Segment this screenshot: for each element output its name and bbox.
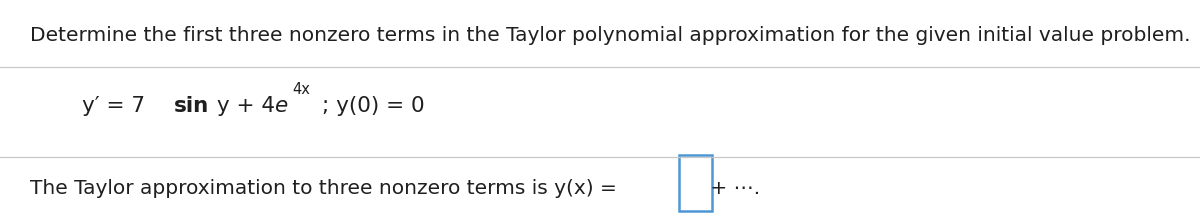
FancyBboxPatch shape <box>679 155 712 211</box>
Text: ; y(0) = 0: ; y(0) = 0 <box>322 96 425 116</box>
Text: y′ = 7: y′ = 7 <box>82 96 151 116</box>
Text: 4x: 4x <box>293 82 311 97</box>
Text: + ⋯.: + ⋯. <box>704 179 761 198</box>
Text: y + 4: y + 4 <box>210 96 282 116</box>
Text: Determine the first three nonzero terms in the Taylor polynomial approximation f: Determine the first three nonzero terms … <box>30 26 1190 45</box>
Text: e: e <box>274 96 287 116</box>
Text: The Taylor approximation to three nonzero terms is y(x) =: The Taylor approximation to three nonzer… <box>30 179 617 198</box>
Text: sin: sin <box>174 96 209 116</box>
